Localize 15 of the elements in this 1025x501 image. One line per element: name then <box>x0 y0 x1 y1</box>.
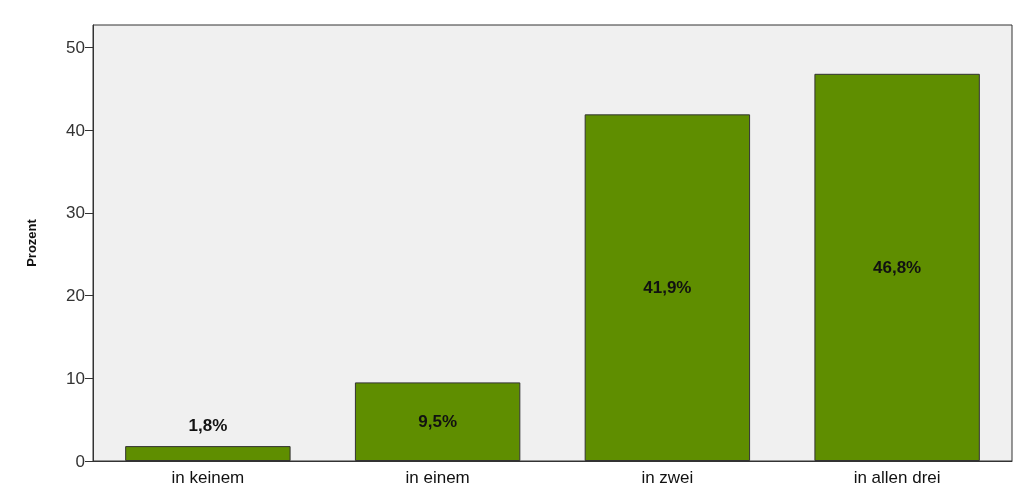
x-tick-label: in keinem <box>171 468 245 487</box>
x-tick-label: in einem <box>405 468 470 487</box>
data-label: 41,9% <box>643 278 692 298</box>
x-tick-label: in allen drei <box>853 468 941 487</box>
y-tick-label: 40 <box>66 120 85 140</box>
y-tick-label: 30 <box>66 203 85 223</box>
y-tick-label: 0 <box>75 451 85 471</box>
y-axis-title: Prozent <box>24 218 39 267</box>
data-label: 9,5% <box>418 412 457 432</box>
y-tick-label: 10 <box>66 368 85 388</box>
data-label: 46,8% <box>873 257 922 277</box>
x-tick-label: in zwei <box>641 468 694 487</box>
y-tick-label: 20 <box>66 286 85 306</box>
data-label: 1,8% <box>188 416 228 436</box>
y-tick-label: 50 <box>66 37 85 57</box>
